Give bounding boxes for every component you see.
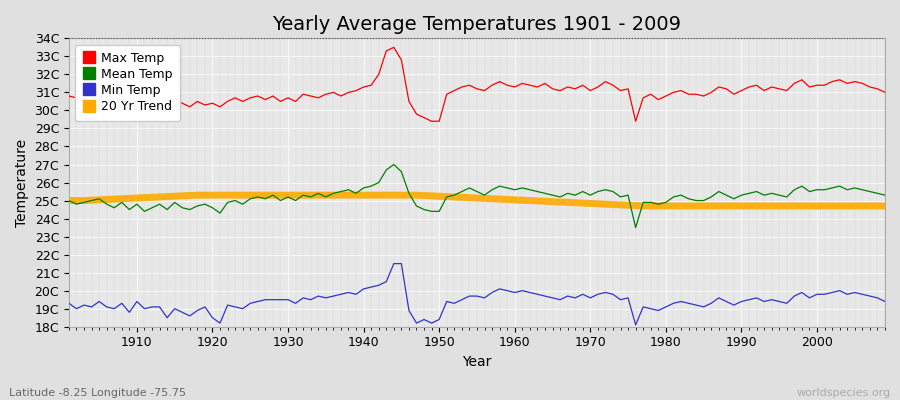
Text: Latitude -8.25 Longitude -75.75: Latitude -8.25 Longitude -75.75: [9, 388, 186, 398]
Legend: Max Temp, Mean Temp, Min Temp, 20 Yr Trend: Max Temp, Mean Temp, Min Temp, 20 Yr Tre…: [76, 44, 180, 121]
Title: Yearly Average Temperatures 1901 - 2009: Yearly Average Temperatures 1901 - 2009: [273, 15, 681, 34]
Text: worldspecies.org: worldspecies.org: [796, 388, 891, 398]
X-axis label: Year: Year: [463, 355, 491, 369]
Y-axis label: Temperature: Temperature: [15, 138, 29, 226]
